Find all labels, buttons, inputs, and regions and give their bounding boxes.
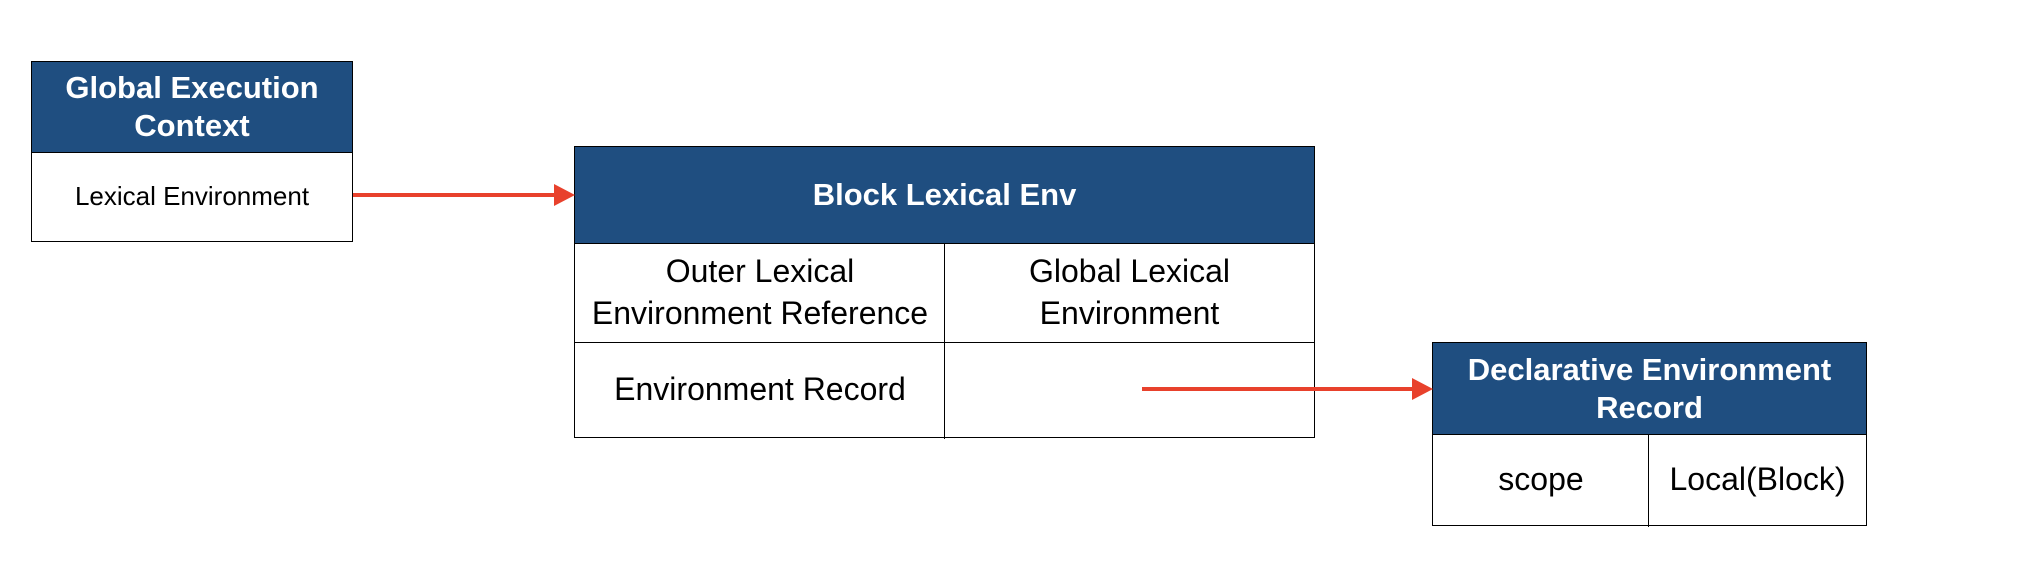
- lexical-environment-cell: Lexical Environment: [74, 181, 310, 212]
- scope-value-cell: Local(Block): [1669, 461, 1846, 498]
- block-lexical-env-box: Block Lexical Env Outer Lexical Environm…: [574, 146, 1315, 439]
- environment-record-cell: Environment Record: [614, 370, 906, 407]
- declarative-environment-record-title: Declarative Environment Record: [1433, 343, 1866, 435]
- scope-key-cell: scope: [1498, 461, 1584, 498]
- block-lexical-env-title: Block Lexical Env: [575, 147, 1314, 244]
- environment-record-arrow: [1142, 378, 1433, 400]
- declarative-record-column-divider: [1648, 435, 1649, 527]
- declarative-environment-record-box: Declarative Environment Record scope Loc…: [1432, 342, 1867, 527]
- global-execution-context-box: Global Execution Context Lexical Environ…: [31, 61, 353, 242]
- outer-lexical-environment-reference-cell: Outer Lexical Environment Reference: [591, 253, 929, 331]
- global-execution-context-title: Global Execution Context: [32, 62, 352, 153]
- lexical-environment-arrow: [353, 184, 575, 206]
- block-lexical-env-row-divider: [575, 342, 1314, 343]
- global-lexical-environment-cell: Global Lexical Environment: [1029, 253, 1230, 331]
- block-lexical-env-column-divider: [944, 244, 945, 439]
